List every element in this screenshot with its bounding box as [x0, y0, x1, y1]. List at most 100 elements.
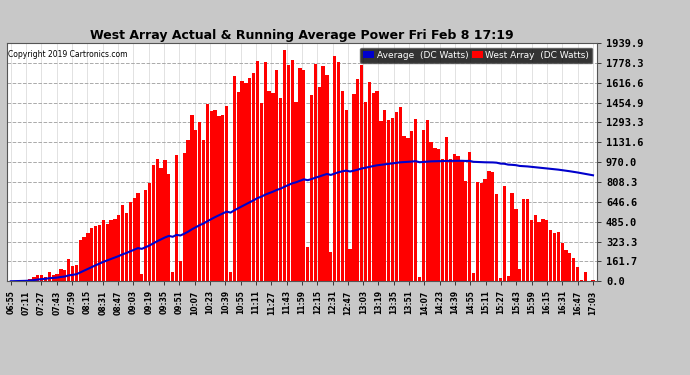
Bar	[28, 279, 32, 281]
Bar	[186, 140, 190, 281]
Bar	[317, 87, 321, 281]
Bar	[179, 261, 182, 281]
Bar	[484, 178, 486, 281]
Bar	[63, 270, 66, 281]
Bar	[445, 137, 448, 281]
Bar	[329, 252, 333, 281]
Bar	[221, 115, 224, 281]
Legend: Average  (DC Watts), West Array  (DC Watts): Average (DC Watts), West Array (DC Watts…	[359, 48, 592, 63]
Bar	[495, 194, 498, 281]
Bar	[306, 247, 309, 281]
Bar	[560, 243, 564, 281]
Bar	[433, 148, 437, 281]
Bar	[59, 268, 63, 281]
Bar	[290, 60, 294, 281]
Bar	[533, 215, 537, 281]
Bar	[322, 66, 325, 281]
Bar	[441, 159, 444, 281]
Bar	[576, 267, 579, 281]
Bar	[86, 234, 90, 281]
Bar	[353, 94, 355, 281]
Bar	[125, 213, 128, 281]
Bar	[506, 276, 510, 281]
Bar	[275, 70, 279, 281]
Bar	[248, 78, 251, 281]
Bar	[549, 230, 552, 281]
Bar	[117, 215, 120, 281]
Bar	[569, 253, 571, 281]
Bar	[545, 220, 549, 281]
Bar	[144, 190, 148, 281]
Bar	[75, 265, 78, 281]
Bar	[121, 205, 124, 281]
Bar	[175, 155, 178, 281]
Bar	[156, 159, 159, 281]
Bar	[90, 228, 93, 281]
Bar	[395, 112, 398, 281]
Bar	[210, 111, 213, 281]
Bar	[21, 280, 24, 281]
Bar	[237, 92, 240, 281]
Bar	[98, 225, 101, 281]
Bar	[213, 110, 217, 281]
Bar	[414, 119, 417, 281]
Bar	[202, 140, 205, 281]
Bar	[137, 193, 139, 281]
Bar	[464, 181, 467, 281]
Bar	[453, 154, 456, 281]
Bar	[437, 149, 440, 281]
Bar	[71, 266, 74, 281]
Bar	[164, 160, 166, 281]
Bar	[402, 136, 406, 281]
Bar	[538, 222, 541, 281]
Bar	[456, 156, 460, 281]
Bar	[526, 199, 529, 281]
Bar	[372, 93, 375, 281]
Bar	[264, 62, 267, 281]
Bar	[183, 153, 186, 281]
Bar	[40, 275, 43, 281]
Bar	[190, 115, 194, 281]
Bar	[368, 82, 371, 281]
Bar	[503, 186, 506, 281]
Title: West Array Actual & Running Average Power Fri Feb 8 17:19: West Array Actual & Running Average Powe…	[90, 29, 513, 42]
Bar	[580, 280, 583, 281]
Text: Copyright 2019 Cartronics.com: Copyright 2019 Cartronics.com	[8, 50, 128, 59]
Bar	[44, 277, 47, 281]
Bar	[375, 90, 379, 281]
Bar	[487, 171, 491, 281]
Bar	[298, 68, 302, 281]
Bar	[491, 172, 494, 281]
Bar	[530, 220, 533, 281]
Bar	[337, 62, 340, 281]
Bar	[418, 277, 421, 281]
Bar	[256, 62, 259, 281]
Bar	[356, 79, 359, 281]
Bar	[383, 110, 386, 281]
Bar	[406, 138, 410, 281]
Bar	[194, 130, 197, 281]
Bar	[553, 233, 556, 281]
Bar	[128, 202, 132, 281]
Bar	[499, 278, 502, 281]
Bar	[295, 102, 297, 281]
Bar	[241, 81, 244, 281]
Bar	[429, 142, 433, 281]
Bar	[472, 273, 475, 281]
Bar	[302, 70, 306, 281]
Bar	[344, 110, 348, 281]
Bar	[229, 272, 232, 281]
Bar	[584, 273, 587, 281]
Bar	[271, 93, 275, 281]
Bar	[448, 159, 452, 281]
Bar	[360, 65, 363, 281]
Bar	[587, 280, 591, 281]
Bar	[252, 73, 255, 281]
Bar	[171, 272, 175, 281]
Bar	[410, 132, 413, 281]
Bar	[82, 237, 86, 281]
Bar	[480, 183, 483, 281]
Bar	[217, 116, 221, 281]
Bar	[110, 220, 112, 281]
Bar	[55, 274, 59, 281]
